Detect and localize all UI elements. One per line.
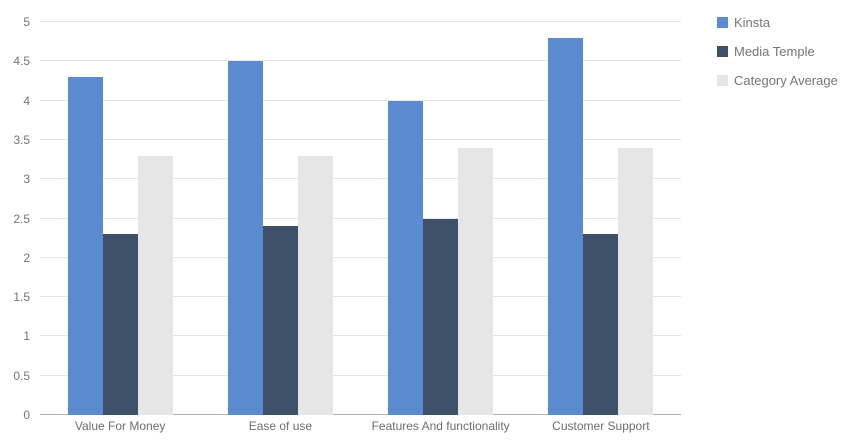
legend-item-category-average: Category Average — [717, 73, 838, 88]
legend-label: Kinsta — [734, 15, 771, 30]
gridline — [40, 21, 681, 22]
legend-label: Category Average — [734, 73, 838, 88]
y-tick-label: 4 — [23, 93, 30, 108]
legend-item-kinsta: Kinsta — [717, 15, 838, 30]
legend-swatch-media-temple — [717, 46, 728, 57]
y-tick-label: 2 — [23, 250, 30, 265]
bar-kinsta-features-and-functionality[interactable] — [388, 100, 424, 415]
bar-media-temple-ease-of-use[interactable] — [262, 226, 298, 415]
y-tick-label: 1.5 — [13, 290, 30, 305]
legend: Kinsta Media Temple Category Average — [717, 15, 838, 103]
gridline — [40, 99, 681, 101]
bar-category-average-customer-support[interactable] — [618, 147, 654, 415]
y-tick-label: 2.5 — [13, 211, 30, 226]
legend-swatch-category-average — [717, 75, 728, 86]
category-label-features-and-functionality: Features And functionality — [371, 419, 510, 433]
legend-item-media-temple: Media Temple — [717, 44, 838, 59]
category-label-ease-of-use: Ease of use — [248, 419, 313, 433]
y-tick-label: 5 — [23, 15, 30, 29]
y-tick-label: 0.5 — [13, 368, 30, 383]
bar-category-average-features-and-functionality[interactable] — [458, 147, 494, 415]
gridline — [40, 60, 681, 62]
bar-kinsta-customer-support[interactable] — [548, 37, 584, 415]
gridline — [40, 138, 681, 140]
bar-category-average-value-for-money[interactable] — [137, 155, 173, 415]
gridline — [40, 374, 681, 376]
bar-kinsta-ease-of-use[interactable] — [227, 61, 263, 415]
bar-kinsta-value-for-money[interactable] — [67, 77, 103, 415]
gridline — [40, 296, 681, 298]
y-tick-label: 3.5 — [13, 132, 30, 147]
bar-category-average-ease-of-use[interactable] — [297, 155, 333, 415]
y-tick-label: 0 — [23, 408, 30, 422]
category-label-customer-support: Customer Support — [552, 419, 650, 433]
x-axis-baseline — [40, 414, 681, 415]
bar-media-temple-value-for-money[interactable] — [102, 234, 138, 415]
y-tick-label: 1 — [23, 329, 30, 344]
category-label-value-for-money: Value For Money — [74, 419, 166, 433]
y-tick-label: 4.5 — [13, 54, 30, 69]
gridline — [40, 335, 681, 337]
bar-media-temple-features-and-functionality[interactable] — [423, 218, 459, 415]
gridline — [40, 217, 681, 219]
gridline — [40, 256, 681, 258]
gridline — [40, 178, 681, 180]
bar-media-temple-customer-support[interactable] — [583, 234, 619, 415]
legend-label: Media Temple — [734, 44, 815, 59]
legend-swatch-kinsta — [717, 17, 728, 28]
plot-area — [40, 21, 681, 415]
y-tick-label: 3 — [23, 172, 30, 187]
